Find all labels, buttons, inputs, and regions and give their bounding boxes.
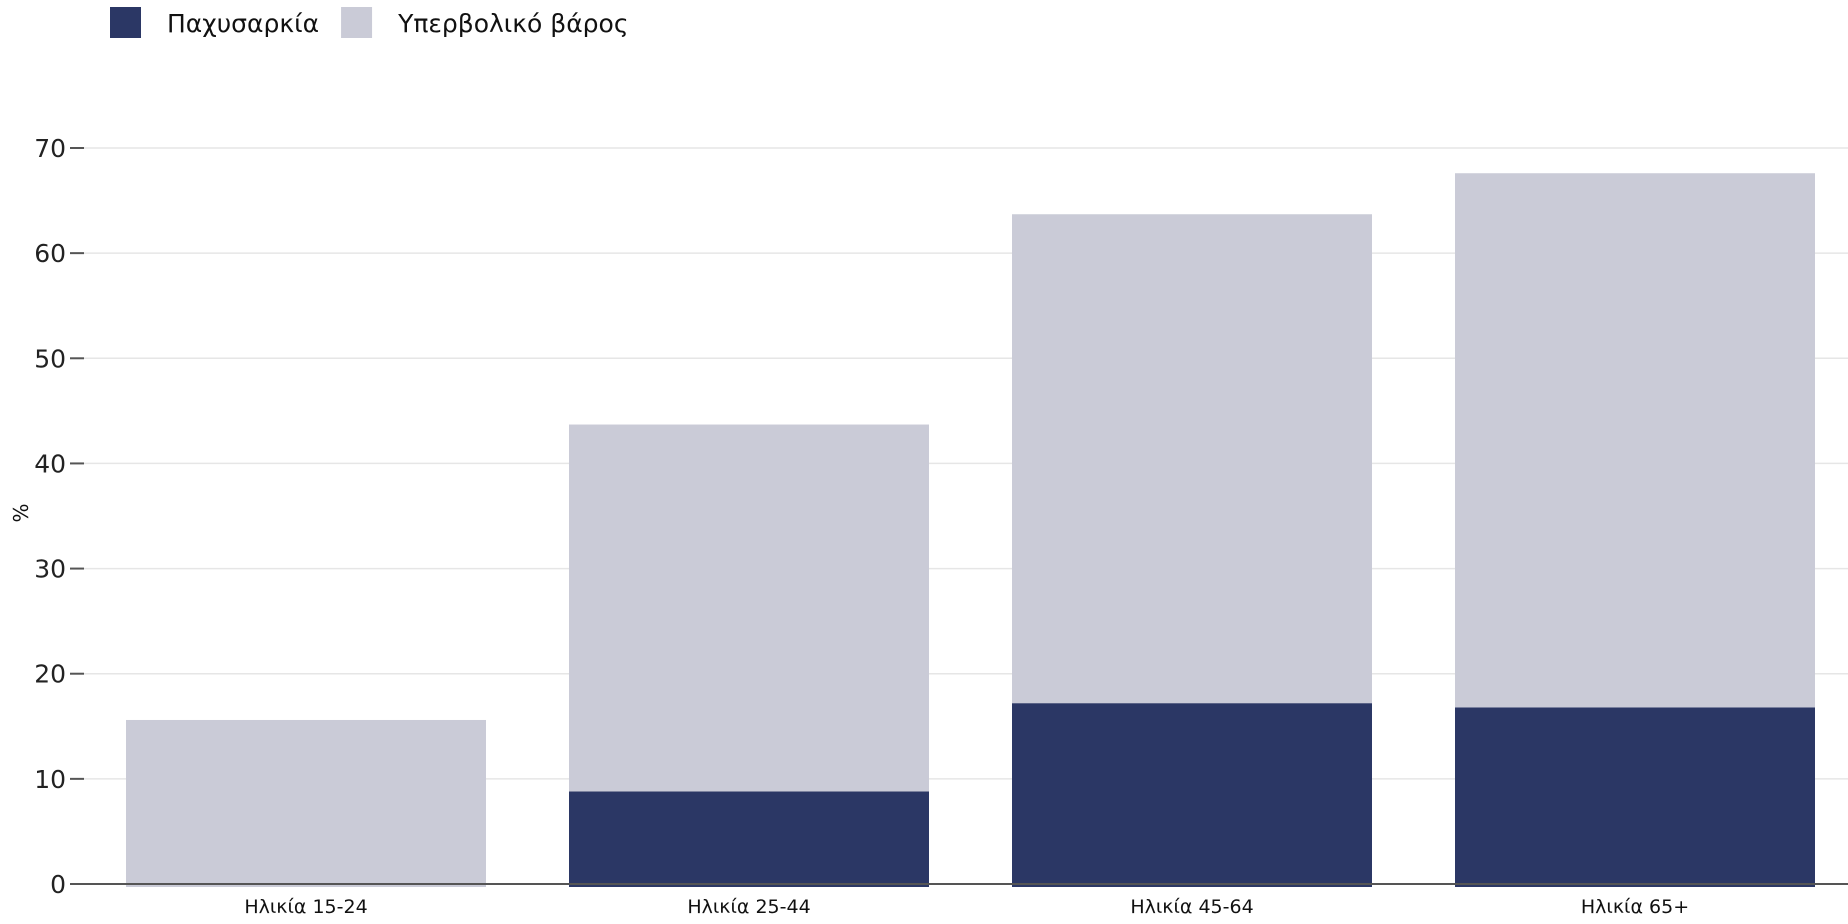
y-tick-label: 10	[34, 765, 66, 794]
x-tick-label: Ηλικία 25-44	[687, 896, 810, 918]
y-tick-label: 40	[34, 449, 66, 478]
bar-obesity	[569, 791, 929, 887]
x-axis-labels: Ηλικία 15-24 Ηλικία 25-44 Ηλικία 45-64 Ηλικ…	[244, 896, 1689, 918]
legend: Παχυσαρκία Υπερβολικό βάρος	[110, 7, 629, 38]
y-axis-ticks: 0 10 20 30 40 50 60 70	[34, 134, 84, 899]
gridlines	[84, 147, 1848, 780]
bar-obesity	[1012, 703, 1372, 887]
legend-swatch	[341, 7, 373, 38]
x-tick-label: Ηλικία 65+	[1581, 896, 1689, 918]
bar-overweight	[1012, 214, 1372, 704]
legend-label: Υπερβολικό βάρος	[397, 9, 628, 38]
legend-label: Παχυσαρκία	[167, 9, 319, 38]
bar-overweight	[126, 719, 486, 887]
legend-swatch	[110, 7, 141, 38]
x-tick-label: Ηλικία 15-24	[244, 896, 367, 918]
y-tick-label: 70	[34, 134, 66, 163]
y-axis-label: %	[9, 503, 33, 522]
bars	[126, 173, 1815, 887]
y-tick-label: 50	[34, 344, 66, 373]
y-tick-label: 20	[34, 660, 66, 689]
y-tick-label: 0	[50, 870, 66, 899]
bar-overweight	[1455, 173, 1815, 708]
bar-overweight	[569, 424, 929, 792]
x-tick-label: Ηλικία 45-64	[1130, 896, 1253, 918]
bar-obesity	[1455, 707, 1815, 887]
y-tick-label: 60	[34, 239, 66, 268]
y-tick-label: 30	[34, 555, 66, 584]
